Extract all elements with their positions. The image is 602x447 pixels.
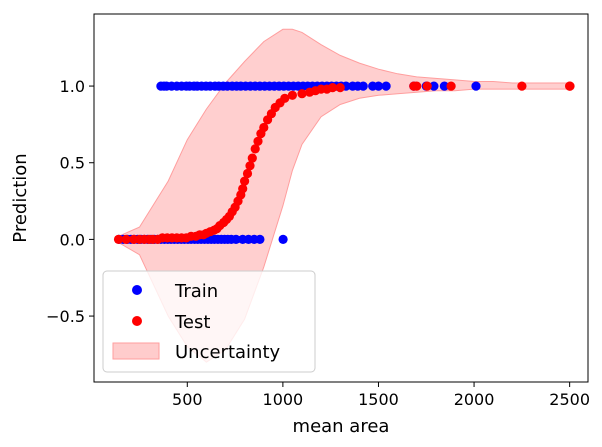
test-point bbox=[422, 81, 432, 91]
x-tick-label: 500 bbox=[172, 390, 203, 409]
train-point bbox=[471, 81, 481, 91]
y-axis-label: Prediction bbox=[10, 153, 31, 242]
test-point bbox=[446, 81, 456, 91]
test-point bbox=[247, 153, 257, 163]
test-point bbox=[250, 144, 260, 154]
train-point bbox=[231, 234, 241, 244]
legend-train-marker bbox=[132, 285, 142, 295]
test-point bbox=[245, 161, 255, 171]
y-tick-label: −0.5 bbox=[46, 307, 85, 326]
y-axis-ticks: −0.5 0.0 0.5 1.0 bbox=[46, 77, 94, 326]
test-point bbox=[287, 90, 297, 100]
train-point bbox=[278, 234, 288, 244]
train-point bbox=[429, 81, 439, 91]
test-point bbox=[113, 234, 124, 244]
x-tick-label: 2000 bbox=[454, 390, 495, 409]
test-point bbox=[565, 81, 575, 91]
test-points-layer bbox=[113, 81, 575, 244]
legend-train-label: Train bbox=[174, 281, 218, 302]
legend-uncertainty-label: Uncertainty bbox=[175, 342, 281, 363]
test-point bbox=[412, 81, 422, 91]
y-tick-label: 0.0 bbox=[60, 230, 85, 249]
x-axis-ticks: 500 1000 1500 2000 2500 bbox=[172, 382, 590, 409]
legend-test-label: Test bbox=[174, 312, 210, 333]
x-axis-label: mean area bbox=[293, 416, 390, 437]
x-tick-label: 2500 bbox=[549, 390, 590, 409]
x-tick-label: 1500 bbox=[358, 390, 399, 409]
test-point bbox=[242, 168, 253, 179]
train-point bbox=[255, 234, 265, 244]
test-point bbox=[280, 93, 290, 103]
x-tick-label: 1000 bbox=[263, 390, 304, 409]
legend: Train Test Uncertainty bbox=[102, 270, 316, 373]
test-point bbox=[240, 176, 250, 186]
test-point bbox=[297, 89, 307, 99]
train-point bbox=[381, 81, 391, 91]
test-point bbox=[253, 136, 263, 146]
y-tick-label: 0.5 bbox=[60, 154, 85, 173]
test-point bbox=[259, 122, 269, 133]
legend-test-marker bbox=[132, 316, 142, 326]
train-point bbox=[358, 81, 368, 91]
test-point bbox=[121, 234, 131, 244]
plot-frame bbox=[93, 13, 589, 383]
test-point bbox=[328, 83, 338, 93]
y-tick-label: 1.0 bbox=[60, 77, 85, 96]
test-point bbox=[335, 83, 345, 93]
test-point bbox=[517, 81, 527, 91]
train-point bbox=[373, 81, 384, 91]
test-point bbox=[238, 184, 248, 194]
legend-uncertainty-marker bbox=[112, 342, 160, 360]
train-point bbox=[439, 81, 449, 91]
